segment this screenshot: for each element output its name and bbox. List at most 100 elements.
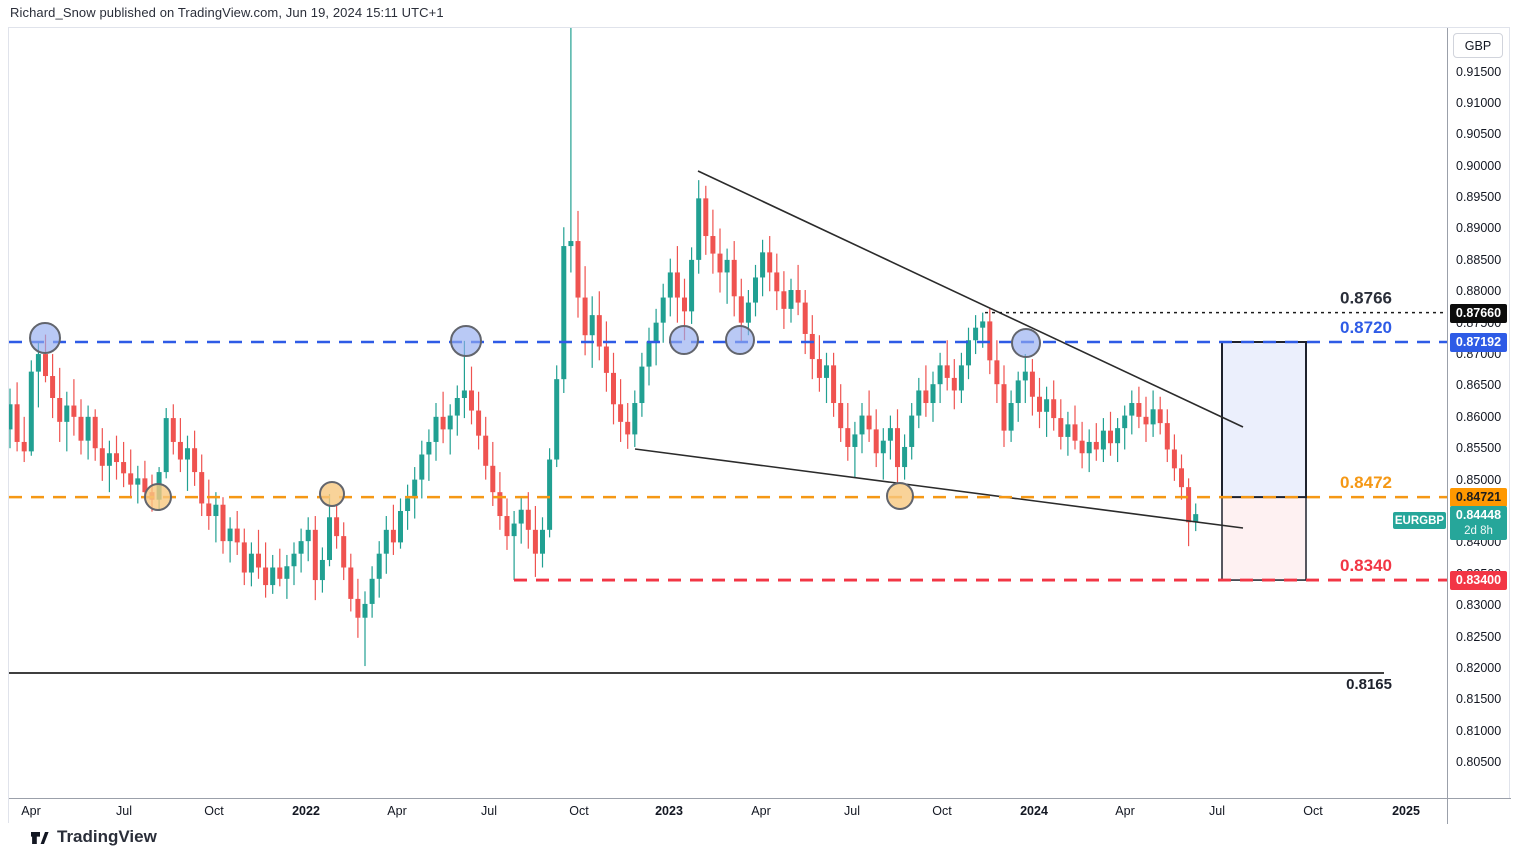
candle-body	[135, 478, 141, 485]
level-price-label: 0.8472	[1340, 473, 1392, 492]
level-axis-label: 0.87192	[1450, 333, 1507, 352]
candle-body	[206, 503, 212, 517]
candle-body	[973, 327, 979, 341]
candle-body	[270, 567, 276, 586]
price-tick-label: 0.80500	[1456, 755, 1502, 770]
time-tick-label: Oct	[932, 804, 952, 818]
tradingview-logo-icon[interactable]	[30, 828, 49, 847]
candle-body	[547, 459, 553, 530]
price-tick-label: 0.90000	[1456, 158, 1502, 173]
candle-body	[1044, 399, 1050, 412]
candle-body	[64, 405, 70, 422]
candle-body	[50, 376, 56, 398]
projection-zone-box	[1221, 341, 1307, 499]
candle-body	[78, 416, 84, 441]
candle-body	[845, 428, 851, 447]
price-tick-label: 0.88500	[1456, 252, 1502, 267]
candle-body	[958, 365, 964, 391]
bar-countdown: 2d 8h	[1464, 525, 1493, 538]
candle-body	[256, 553, 261, 568]
candle-body	[653, 322, 659, 342]
blue-touch-marker-circle	[669, 325, 699, 355]
tradingview-brand[interactable]: TradingView	[57, 827, 157, 846]
currency-toggle-button[interactable]: GBP	[1453, 33, 1503, 58]
candle-body	[170, 418, 176, 442]
candle-body	[696, 198, 702, 260]
candle-body	[689, 259, 695, 312]
candle-body	[753, 277, 758, 303]
candle-body	[639, 366, 645, 404]
candle-body	[887, 428, 893, 441]
price-axis[interactable]: GBP 0.91500 0.91000 0.90500 0.90000 0.89500 0…	[1447, 28, 1509, 798]
candle-body	[327, 517, 332, 560]
candle-body	[1108, 430, 1113, 444]
candle-body	[192, 448, 198, 473]
candle-body	[35, 354, 41, 372]
candle-body	[312, 529, 318, 581]
candle-body	[902, 446, 908, 468]
price-tick-label: 0.82000	[1456, 660, 1502, 675]
candle-body	[28, 371, 34, 452]
candle-body	[625, 421, 631, 435]
candle-body	[504, 516, 510, 537]
candle-body	[291, 553, 297, 567]
time-tick-label: Oct	[569, 804, 589, 818]
candle-body	[1150, 409, 1156, 425]
candle-body	[532, 529, 538, 554]
candle-body	[852, 434, 858, 447]
axis-corner	[1447, 798, 1511, 824]
candle-body	[21, 441, 27, 452]
candle-body	[816, 359, 822, 378]
byline: Richard_Snow published on TradingView.co…	[10, 5, 444, 20]
candle-body	[589, 315, 595, 336]
candle-body	[667, 272, 673, 298]
candle-body	[1015, 380, 1021, 404]
candle-body	[14, 404, 20, 442]
price-tick-label: 0.89000	[1456, 221, 1502, 236]
candle-body	[447, 415, 453, 430]
candle-body	[461, 390, 467, 398]
candle-body	[930, 384, 936, 404]
level-price-label: 0.8340	[1340, 556, 1392, 575]
candle-body	[383, 529, 389, 554]
last-price-axis-label: 0.84448 2d 8h	[1450, 506, 1507, 541]
candle-body	[966, 340, 971, 366]
time-tick-label: 2025	[1392, 804, 1420, 818]
candle-body	[682, 297, 687, 312]
price-tick-label: 0.85500	[1456, 441, 1502, 456]
price-chart[interactable]: 0.8766 0.8720 0.8472 0.8340 0.8165	[9, 28, 1447, 798]
candle-body	[660, 297, 666, 323]
candle-body	[85, 416, 91, 441]
blue-touch-marker-circle	[725, 325, 755, 355]
footer: TradingView	[30, 827, 157, 847]
candle-body	[263, 567, 269, 586]
candle-body	[596, 315, 602, 347]
candle-body	[951, 377, 957, 391]
candle-body	[611, 372, 616, 405]
candle-body	[603, 346, 609, 373]
candle-body	[440, 416, 446, 430]
candle-body	[838, 403, 844, 429]
symbol-chip: EURGBP	[1393, 512, 1446, 529]
time-tick-label: Jul	[116, 804, 132, 818]
candle-body	[1100, 430, 1106, 450]
candle-body	[1093, 441, 1099, 450]
candle-body	[568, 241, 574, 247]
candle-body	[1037, 396, 1042, 412]
candle-body	[774, 272, 780, 292]
candle-body	[767, 252, 773, 273]
candle-body	[618, 404, 624, 422]
chart-widget: 0.8766 0.8720 0.8472 0.8340 0.8165 EURGBP GB…	[8, 27, 1511, 824]
candle-body	[220, 504, 226, 542]
candle-body	[1129, 403, 1135, 416]
candle-body	[390, 529, 396, 543]
level-price-label: 0.8165	[1346, 676, 1392, 693]
candle-body	[916, 390, 922, 416]
time-axis[interactable]: Apr Jul Oct 2022 Apr Jul Oct 2023 Apr Jul Oct 2024 A…	[9, 798, 1447, 824]
candle-body	[831, 365, 837, 404]
candle-body	[362, 603, 368, 618]
price-tick-label: 0.91000	[1456, 95, 1502, 110]
candle-body	[880, 440, 886, 454]
candle-body	[809, 333, 815, 360]
candle-body	[305, 529, 311, 542]
